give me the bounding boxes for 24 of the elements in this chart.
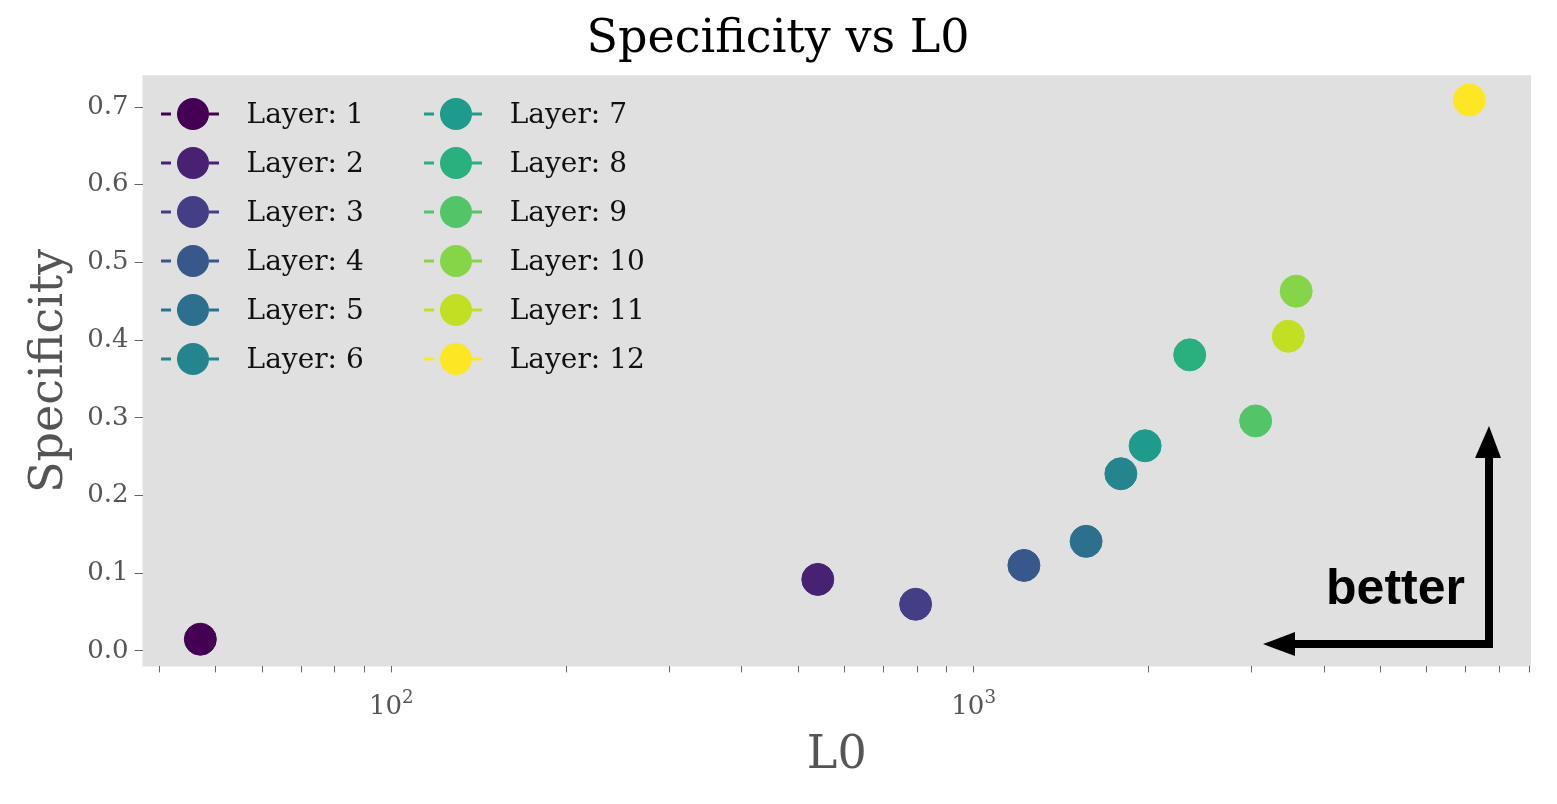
legend-label: Layer: 7 — [509, 97, 627, 131]
y-tick-label: 0.3 — [87, 400, 129, 431]
legend-label: Layer: 6 — [246, 342, 364, 376]
y-tick-label: 0.1 — [87, 555, 129, 586]
y-tick-label: 0.7 — [87, 89, 129, 120]
annotation: better — [1326, 559, 1465, 616]
x-axis-title: L0 — [806, 725, 867, 780]
chart-title: Specificity vs L0 — [586, 8, 970, 63]
y-tick-label: 0.4 — [87, 322, 129, 353]
legend-label: Layer: 5 — [246, 293, 364, 327]
legend-label: Layer: 8 — [509, 146, 627, 180]
legend-label: Layer: 2 — [246, 146, 364, 180]
legend-label: Layer: 11 — [509, 293, 645, 327]
y-tick-label: 0.0 — [87, 633, 129, 664]
legend-label: Layer: 12 — [509, 342, 645, 376]
y-tick-label: 0.6 — [87, 167, 129, 198]
legend-label: Layer: 3 — [246, 195, 364, 229]
y-tick-label: 0.2 — [87, 478, 129, 509]
legend-label: Layer: 10 — [509, 244, 645, 278]
legend-label: Layer: 9 — [509, 195, 627, 229]
legend-label: Layer: 1 — [246, 97, 364, 131]
y-axis-title: Specificity — [18, 248, 73, 493]
legend-label: Layer: 4 — [246, 244, 364, 278]
y-tick-label: 0.5 — [87, 245, 129, 276]
